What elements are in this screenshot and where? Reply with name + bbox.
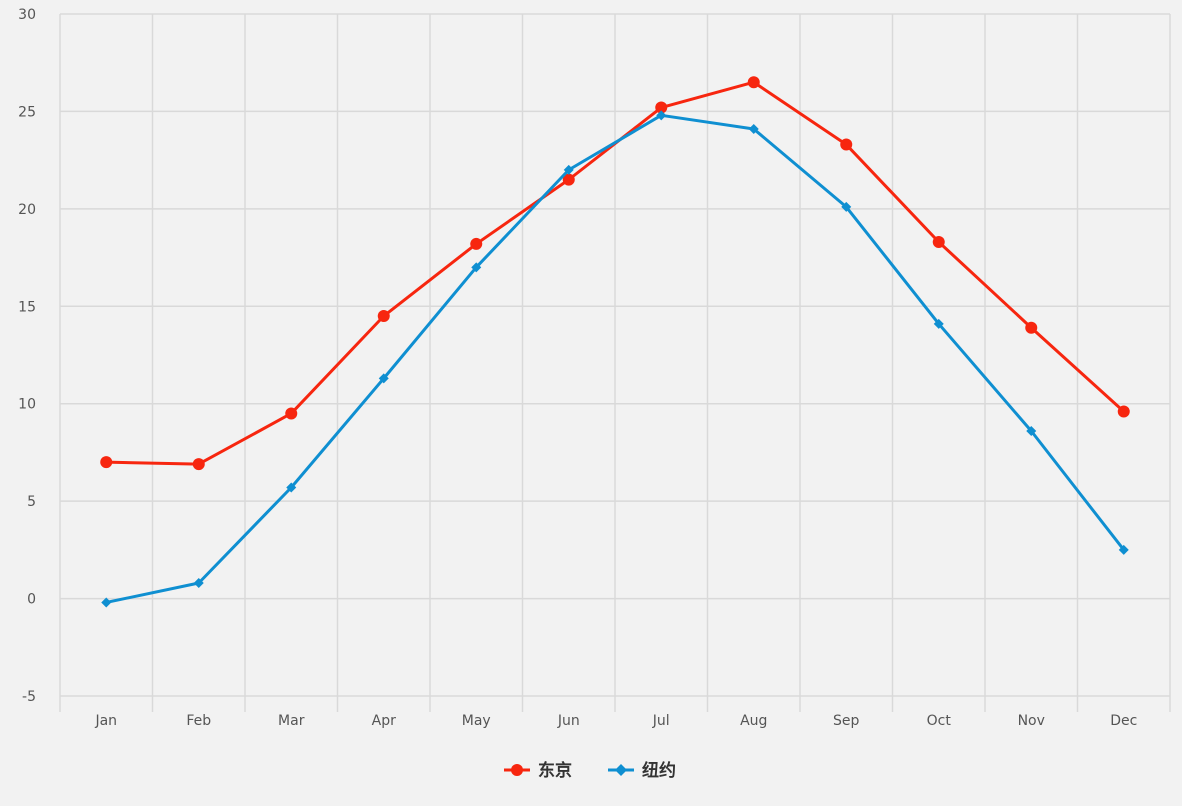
legend-diamond-marker [615,764,627,776]
data-point[interactable] [193,577,204,588]
x-tick-label: Nov [1018,713,1045,729]
legend-label-newyork: 纽约 [642,760,676,781]
x-tick-label: Jun [557,713,580,729]
x-tick-label: Aug [740,713,767,729]
data-point[interactable] [1118,544,1129,555]
data-point[interactable] [563,164,574,175]
y-tick-label: 10 [18,397,36,413]
y-tick-label: 15 [18,299,36,315]
data-point[interactable] [100,456,113,469]
data-point[interactable] [656,110,667,121]
data-point[interactable] [748,123,759,134]
x-tick-label: Apr [372,713,396,729]
y-tick-label: 0 [27,592,36,608]
x-tick-label: May [462,713,491,729]
data-point[interactable] [933,318,944,329]
y-tick-label: 5 [27,494,36,510]
data-point[interactable] [377,310,390,323]
x-tick-label: Oct [927,713,952,729]
data-point[interactable] [562,173,575,186]
legend-label-tokyo: 东京 [538,760,572,781]
legend-circle-marker [511,764,523,776]
legend[interactable]: 东京 纽约 [504,760,676,781]
series-line [105,113,1125,604]
data-point[interactable] [840,138,853,151]
data-point[interactable] [470,237,483,250]
x-tick-label: Jan [94,713,117,729]
series-newyork [101,110,1129,608]
x-axis-tick-labels: Jan Feb Mar Apr May Jun Jul Aug Sep Oct Nov Dec [94,713,1137,729]
data-point[interactable] [1117,405,1130,418]
x-grid-lines [59,14,1171,712]
data-point[interactable] [285,407,298,420]
legend-item-newyork[interactable]: 纽约 [608,760,676,781]
data-point[interactable] [1025,321,1038,334]
x-tick-label: Jul [652,713,670,729]
y-tick-label: 30 [18,7,36,23]
data-point[interactable] [747,76,760,89]
x-tick-label: Sep [833,713,860,729]
y-tick-label: 20 [18,202,36,218]
data-point[interactable] [471,262,482,273]
x-tick-label: Dec [1110,713,1137,729]
y-tick-label: 25 [18,104,36,120]
data-point[interactable] [378,373,389,384]
y-axis-tick-labels: -5 0 5 10 15 20 25 30 [18,7,36,705]
data-point[interactable] [101,597,112,608]
x-tick-label: Mar [278,713,305,729]
series-layer [100,76,1130,608]
data-point[interactable] [192,458,205,471]
data-point[interactable] [286,482,297,493]
data-point[interactable] [841,201,852,212]
x-tick-label: Feb [186,713,211,729]
y-tick-label: -5 [22,689,36,705]
data-point[interactable] [932,235,945,248]
data-point[interactable] [1026,425,1037,436]
legend-item-tokyo[interactable]: 东京 [504,760,572,781]
data-point[interactable] [655,101,668,114]
